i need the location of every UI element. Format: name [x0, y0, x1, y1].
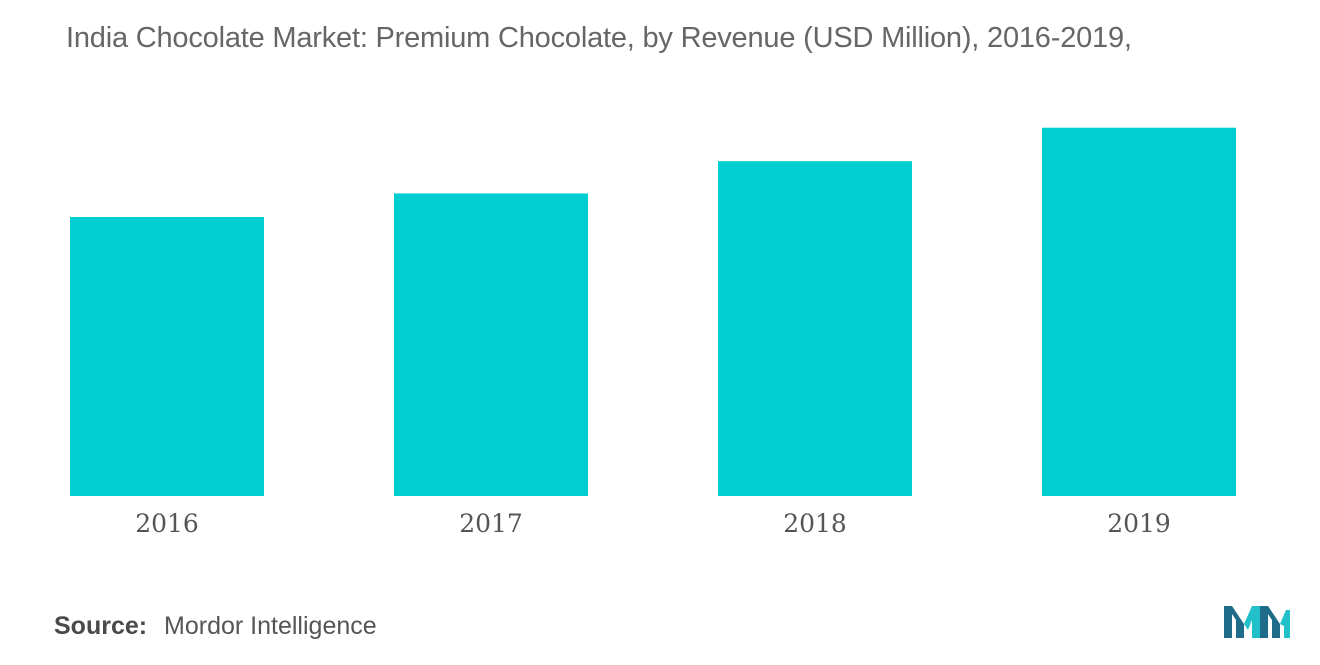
- bars-layer: [70, 127, 1236, 496]
- mordor-intelligence-logo-icon: [1224, 606, 1290, 638]
- source-label: Source:: [54, 612, 148, 640]
- source-value: Mordor Intelligence: [164, 612, 377, 640]
- source-footer: Source: Mordor Intelligence: [54, 612, 377, 641]
- chart-title: India Chocolate Market: Premium Chocolat…: [66, 22, 1132, 54]
- bar-2016: [70, 217, 264, 496]
- x-tick-label-2018: 2018: [783, 509, 847, 538]
- bar-2019: [1042, 127, 1236, 496]
- bar-2018: [718, 161, 912, 496]
- x-tick-label-2017: 2017: [459, 509, 523, 538]
- bar-2017: [394, 193, 588, 496]
- x-tick-label-2016: 2016: [135, 509, 199, 538]
- x-tick-label-2019: 2019: [1107, 509, 1171, 538]
- bar-chart: 2016 2017 2018 2019: [70, 127, 1236, 538]
- x-tick-labels: 2016 2017 2018 2019: [135, 509, 1171, 538]
